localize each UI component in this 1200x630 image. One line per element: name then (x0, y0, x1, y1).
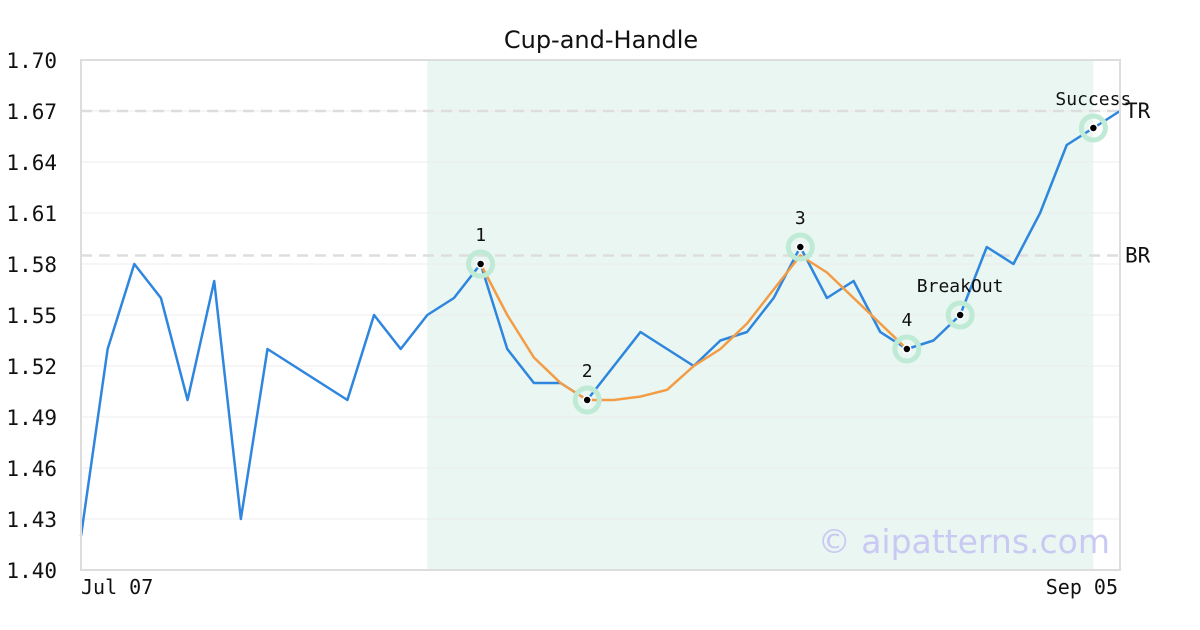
price-line (79, 109, 1121, 537)
y-tick-label: 1.64 (6, 151, 57, 175)
level-lines: TR BR (81, 99, 1151, 268)
point-label-success: Success (1055, 89, 1131, 110)
watermark: © aipatterns.com (818, 522, 1110, 561)
point-label-1: 1 (475, 225, 486, 246)
point-label-4: 4 (901, 310, 912, 331)
point-label-breakout: BreakOut (917, 276, 1004, 297)
y-tick-label: 1.55 (6, 304, 57, 328)
chart-title: Cup-and-Handle (504, 26, 698, 54)
plot-frame (80, 59, 1121, 571)
point-ring-4 (892, 334, 922, 364)
point-ring-success (1078, 113, 1108, 143)
point-dot-1 (475, 259, 486, 269)
y-tick-label: 1.61 (6, 202, 57, 226)
point-dot-breakout (955, 310, 965, 320)
point-ring-3 (785, 232, 815, 262)
level-label-tr: TR (1125, 99, 1151, 123)
level-label-br: BR (1125, 244, 1151, 268)
y-tick-label: 1.70 (6, 49, 57, 73)
point-ring-2 (572, 385, 602, 415)
point-dot-2 (582, 395, 592, 405)
y-tick-label: 1.43 (6, 508, 57, 532)
point-label-2: 2 (582, 361, 593, 382)
point-dot-3 (795, 242, 806, 252)
series-lines (79, 109, 1121, 537)
y-axis-ticks: 1.40 1.43 1.46 1.49 1.52 1.55 1.58 1.61 1.64 1.67… (6, 49, 57, 583)
y-tick-label: 1.58 (6, 253, 57, 277)
pattern-line (479, 254, 908, 402)
y-tick-label: 1.40 (6, 559, 57, 583)
y-tick-label: 1.52 (6, 355, 57, 379)
y-tick-label: 1.67 (6, 100, 57, 124)
point-ring-1 (466, 249, 496, 279)
point-dot-success (1088, 123, 1099, 133)
x-tick-label-last: Sep 05 (1046, 575, 1118, 599)
point-dot-4 (902, 344, 912, 354)
point-label-3: 3 (795, 208, 806, 229)
x-tick-label-first: Jul 07 (81, 575, 153, 599)
y-tick-label: 1.46 (6, 457, 57, 481)
y-tick-label: 1.49 (6, 406, 57, 430)
point-ring-breakout (945, 300, 975, 330)
